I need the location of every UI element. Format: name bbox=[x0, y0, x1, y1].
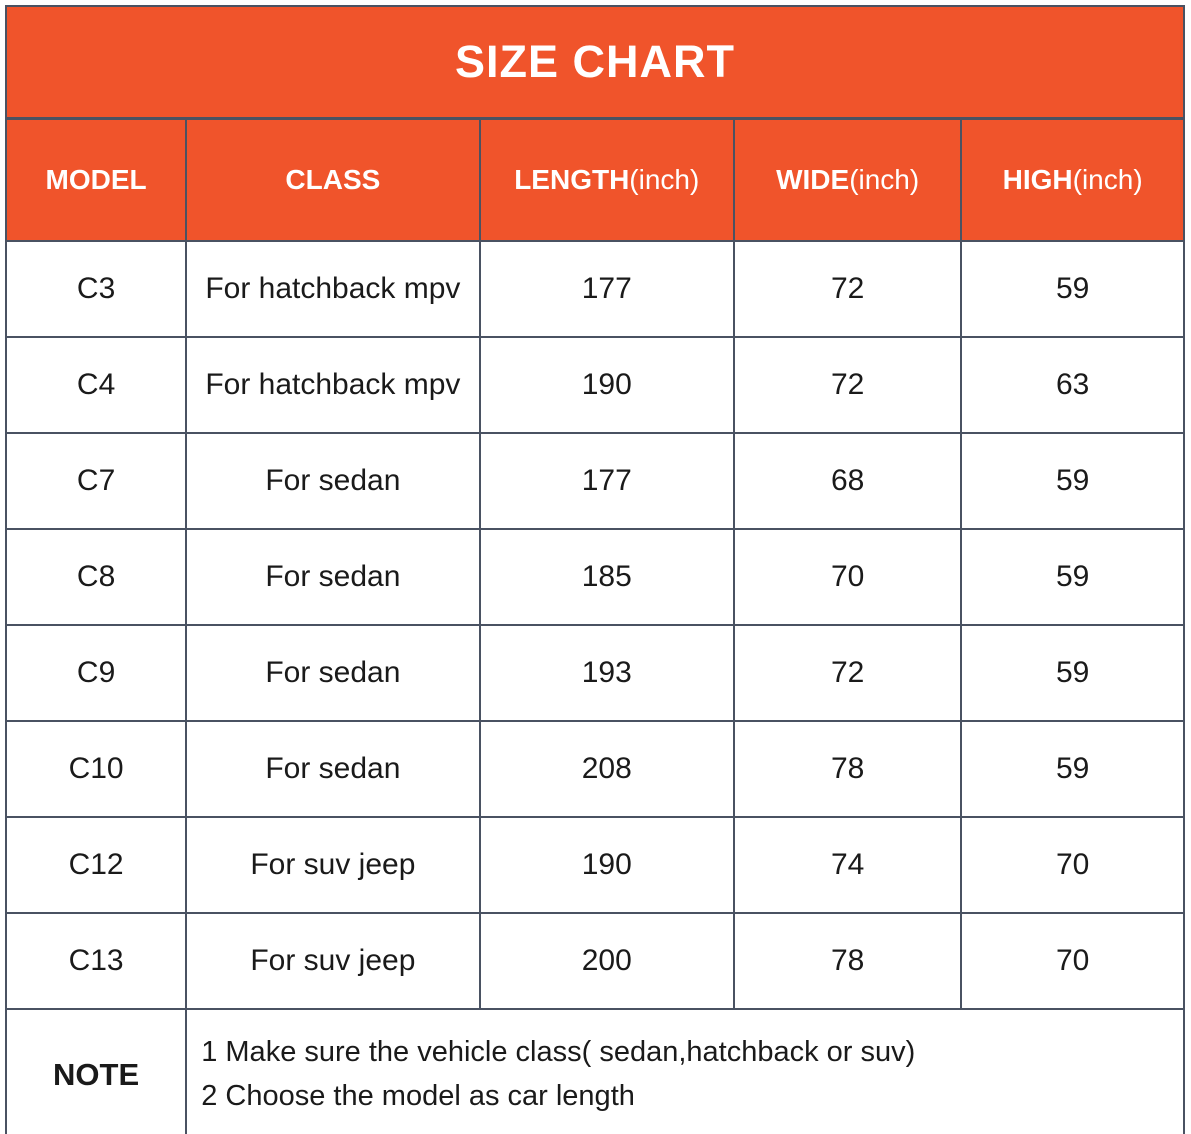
cell-high: 70 bbox=[960, 816, 1185, 914]
table-row: C4 For hatchback mpv 190 72 63 bbox=[4, 336, 1185, 434]
table-row: C13 For suv jeep 200 78 70 bbox=[4, 912, 1185, 1010]
column-header-label: LENGTH bbox=[514, 164, 630, 195]
cell-model: C12 bbox=[4, 816, 188, 914]
cell-high: 70 bbox=[960, 912, 1185, 1010]
cell-length: 193 bbox=[478, 624, 735, 722]
cell-wide: 68 bbox=[732, 432, 963, 530]
note-label: NOTE bbox=[53, 1056, 140, 1092]
column-header-high: HIGH(inch) bbox=[960, 117, 1185, 242]
cell-length: 190 bbox=[478, 336, 735, 434]
table-row: C12 For suv jeep 190 74 70 bbox=[4, 816, 1185, 914]
cell-wide: 74 bbox=[732, 816, 963, 914]
cell-class: For hatchback mpv bbox=[185, 240, 481, 338]
page-title: SIZE CHART bbox=[455, 36, 735, 87]
column-header-label: WIDE bbox=[776, 164, 850, 195]
cell-model: C7 bbox=[4, 432, 188, 530]
note-row: NOTE 1 Make sure the vehicle class( seda… bbox=[4, 1008, 1185, 1134]
note-line-2: 2 Choose the model as car length bbox=[201, 1079, 635, 1112]
size-chart-table: SIZE CHART MODEL CLASS LENGTH(inch) WIDE… bbox=[4, 5, 1185, 1134]
title-banner: SIZE CHART bbox=[5, 5, 1185, 120]
column-header-suffix: (inch) bbox=[629, 164, 700, 195]
cell-length: 185 bbox=[478, 528, 735, 626]
cell-class: For hatchback mpv bbox=[185, 336, 481, 434]
table-row: C3 For hatchback mpv 177 72 59 bbox=[4, 240, 1185, 338]
cell-high: 59 bbox=[960, 432, 1185, 530]
column-header-row: MODEL CLASS LENGTH(inch) WIDE(inch) HIGH… bbox=[4, 117, 1185, 242]
column-header-label: CLASS bbox=[285, 164, 381, 195]
note-text-cell: 1 Make sure the vehicle class( sedan,hat… bbox=[185, 1008, 1185, 1134]
column-header-suffix: (inch) bbox=[849, 164, 920, 195]
column-header-suffix: (inch) bbox=[1072, 164, 1143, 195]
cell-model: C13 bbox=[4, 912, 188, 1010]
table-row: C8 For sedan 185 70 59 bbox=[4, 528, 1185, 626]
cell-high: 59 bbox=[960, 240, 1185, 338]
cell-class: For suv jeep bbox=[185, 912, 481, 1010]
cell-model: C8 bbox=[4, 528, 188, 626]
cell-wide: 70 bbox=[732, 528, 963, 626]
cell-high: 59 bbox=[960, 720, 1185, 818]
note-label-cell: NOTE bbox=[4, 1008, 188, 1134]
cell-wide: 72 bbox=[732, 336, 963, 434]
cell-wide: 72 bbox=[732, 240, 963, 338]
cell-length: 200 bbox=[478, 912, 735, 1010]
table-row: C10 For sedan 208 78 59 bbox=[4, 720, 1185, 818]
column-header-model: MODEL bbox=[4, 117, 188, 242]
column-header-length: LENGTH(inch) bbox=[478, 117, 735, 242]
cell-length: 208 bbox=[478, 720, 735, 818]
cell-length: 177 bbox=[478, 432, 735, 530]
note-line-1: 1 Make sure the vehicle class( sedan,hat… bbox=[201, 1036, 916, 1068]
table-row: C9 For sedan 193 72 59 bbox=[4, 624, 1185, 722]
cell-model: C3 bbox=[4, 240, 188, 338]
cell-high: 59 bbox=[960, 624, 1185, 722]
column-header-label: MODEL bbox=[45, 164, 147, 195]
cell-length: 177 bbox=[478, 240, 735, 338]
cell-wide: 78 bbox=[732, 720, 963, 818]
cell-class: For sedan bbox=[185, 624, 481, 722]
cell-class: For suv jeep bbox=[185, 816, 481, 914]
table-row: C7 For sedan 177 68 59 bbox=[4, 432, 1185, 530]
cell-wide: 72 bbox=[732, 624, 963, 722]
column-header-class: CLASS bbox=[185, 117, 481, 242]
cell-high: 59 bbox=[960, 528, 1185, 626]
cell-model: C4 bbox=[4, 336, 188, 434]
cell-model: C10 bbox=[4, 720, 188, 818]
cell-length: 190 bbox=[478, 816, 735, 914]
cell-class: For sedan bbox=[185, 528, 481, 626]
cell-model: C9 bbox=[4, 624, 188, 722]
cell-wide: 78 bbox=[732, 912, 963, 1010]
title-row: SIZE CHART bbox=[5, 5, 1185, 120]
cell-class: For sedan bbox=[185, 432, 481, 530]
column-header-wide: WIDE(inch) bbox=[732, 117, 963, 242]
column-header-label: HIGH bbox=[1002, 164, 1073, 195]
cell-class: For sedan bbox=[185, 720, 481, 818]
cell-high: 63 bbox=[960, 336, 1185, 434]
